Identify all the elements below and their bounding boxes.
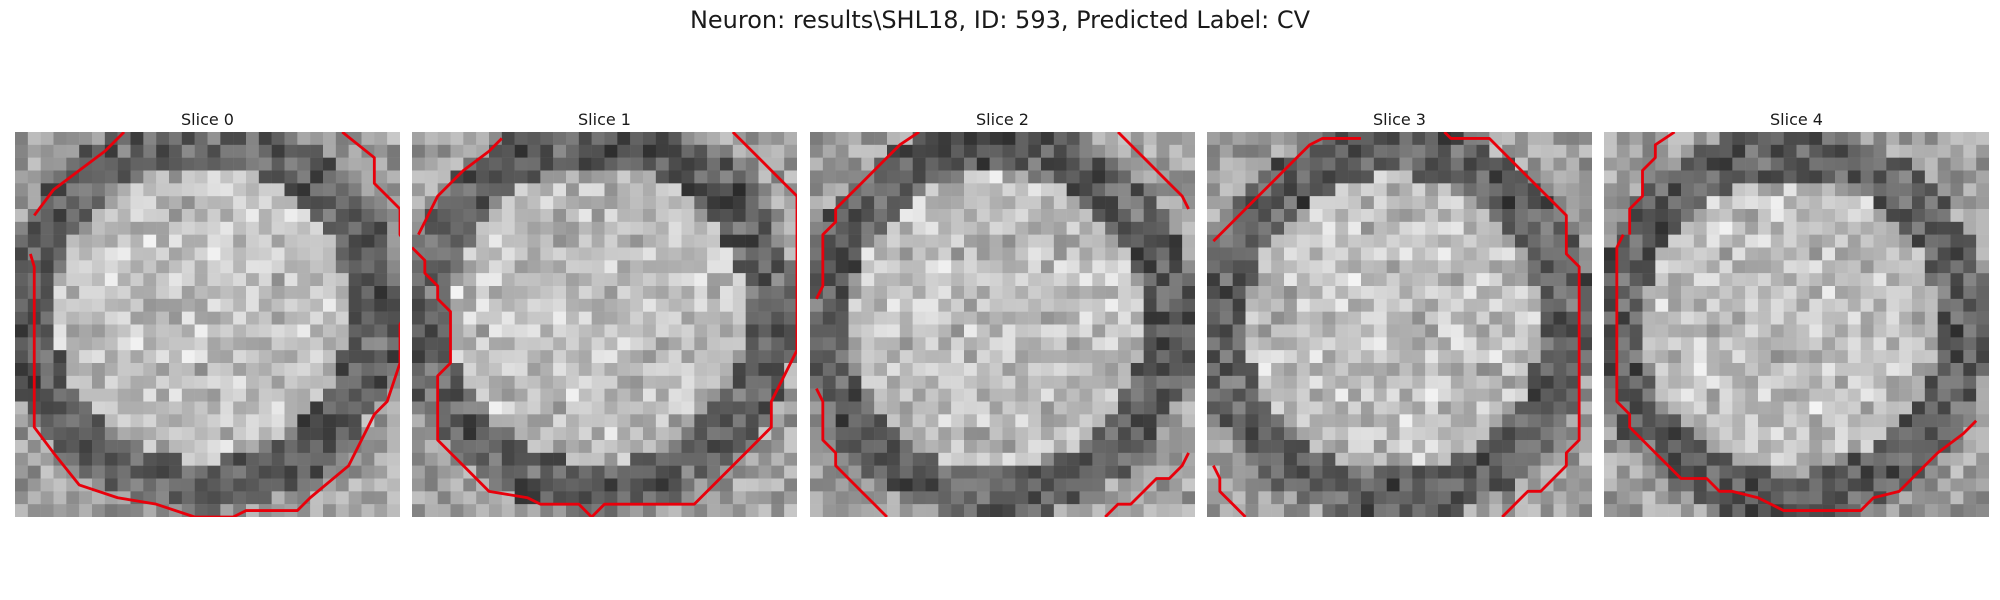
segmentation-contour [412, 132, 797, 517]
slice-panel-3: Slice 3 [1207, 108, 1592, 517]
pixel-grid [412, 132, 797, 517]
segmentation-contour [815, 132, 920, 300]
slice-title: Slice 4 [1770, 110, 1823, 129]
segmentation-contour [1212, 137, 1361, 243]
slice-image [1207, 132, 1592, 517]
segmentation-contour [33, 132, 126, 217]
pixel-grid [810, 132, 1195, 517]
segmentation-contour [1212, 465, 1247, 517]
slice-panel-0: Slice 0 [15, 108, 400, 517]
slice-panel-1: Slice 1 [412, 108, 797, 517]
segmentation-contour [1615, 234, 1978, 512]
slice-title: Slice 2 [976, 110, 1029, 129]
slice-panel-2: Slice 2 [810, 108, 1195, 517]
segmentation-contour [1117, 132, 1190, 210]
slice-image [810, 132, 1195, 517]
slice-image [1604, 132, 1989, 517]
slice-title: Slice 1 [578, 110, 631, 129]
segmentation-contour [1443, 132, 1581, 517]
segmentation-contour [1628, 132, 1676, 235]
pixel-grid [1604, 132, 1989, 517]
segmentation-contour [1104, 452, 1190, 517]
slice-title: Slice 3 [1373, 110, 1426, 129]
segmentation-contour [815, 388, 888, 517]
segmentation-contour [417, 137, 503, 236]
figure-title: Neuron: results\SHL18, ID: 593, Predicte… [689, 6, 1311, 34]
slice-panel-4: Slice 4 [1604, 108, 1989, 517]
slice-image [412, 132, 797, 517]
pixel-grid [15, 132, 400, 517]
slice-image [15, 132, 400, 517]
slice-title: Slice 0 [181, 110, 234, 129]
segmentation-contour [29, 132, 400, 517]
